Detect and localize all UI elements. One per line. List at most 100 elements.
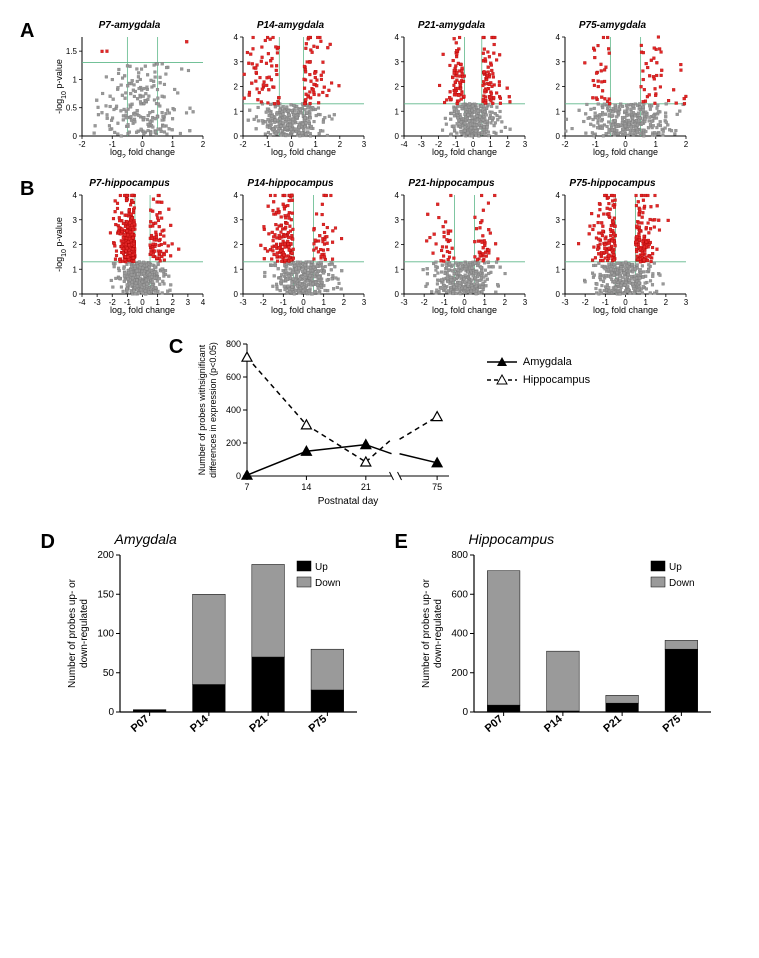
svg-text:0: 0 [556,132,561,141]
svg-text:75: 75 [432,482,442,492]
svg-text:2: 2 [395,241,400,250]
svg-text:-3: -3 [400,298,408,307]
panel-label-A: A [20,20,44,43]
svg-text:3: 3 [684,298,689,307]
svg-text:2: 2 [234,83,239,92]
svg-text:1: 1 [556,265,561,274]
svg-text:P21: P21 [601,713,624,735]
svg-text:P75: P75 [306,713,329,735]
bar-title-D: Amygdala [115,531,365,547]
volcano-title: P7-amygdala [99,20,161,31]
svg-text:0: 0 [73,132,78,141]
volcano-title: P7-hippocampus [89,178,170,189]
svg-text:log2 fold change: log2 fold change [110,305,175,316]
panel-A-row: A P7-amygdala-2-101200.511.5log2 fold ch… [20,20,739,158]
svg-text:7: 7 [244,482,249,492]
svg-text:3: 3 [523,140,528,149]
svg-text:-3: -3 [418,140,426,149]
svg-text:3: 3 [395,58,400,67]
volcano-title: P21-hippocampus [408,178,494,189]
svg-text:0: 0 [234,132,239,141]
svg-text:1.5: 1.5 [66,47,78,56]
svg-text:2: 2 [342,298,347,307]
svg-text:200: 200 [97,550,114,561]
volcano-plot: P7-hippocampus-4-3-2-10123401234log2 fol… [52,178,207,316]
volcano-row-B: P7-hippocampus-4-3-2-10123401234log2 fol… [52,178,690,316]
svg-text:200: 200 [451,668,468,679]
svg-text:-3: -3 [94,298,102,307]
svg-text:200: 200 [226,438,241,448]
panel-label-C: C [169,336,193,359]
bar-chart-E: 0200400600800P07P14P21P75Number of probe… [419,547,719,762]
panel-label-D: D [41,531,65,554]
volcano-plot: P75-hippocampus-3-2-1012301234log2 fold … [535,178,690,316]
svg-text:0: 0 [236,471,241,481]
panel-C: C 02004006008007142175Number of probes w… [20,336,739,511]
svg-text:-3: -3 [239,298,247,307]
svg-text:50: 50 [102,668,114,679]
svg-text:2: 2 [505,140,510,149]
svg-text:3: 3 [234,58,239,67]
svg-text:-3: -3 [561,298,569,307]
bar-chart-D: 050100150200P07P14P21P75Number of probes… [65,547,365,762]
svg-text:P75: P75 [660,713,683,735]
svg-text:0: 0 [108,707,114,718]
svg-text:P07: P07 [482,713,505,735]
svg-text:1: 1 [395,107,400,116]
volcano-plot: P14-amygdala-2-1012301234log2 fold chang… [213,20,368,158]
svg-text:2: 2 [73,241,78,250]
svg-text:3: 3 [556,216,561,225]
svg-text:-log10 p-value: -log10 p-value [54,217,68,272]
volcano-title: P14-hippocampus [247,178,333,189]
svg-text:3: 3 [523,298,528,307]
svg-text:400: 400 [226,405,241,415]
svg-text:4: 4 [395,33,400,42]
svg-text:0: 0 [395,290,400,299]
svg-text:-4: -4 [400,140,408,149]
legend-item-amygdala: Amygdala [487,356,590,368]
svg-text:-2: -2 [78,140,86,149]
svg-text:4: 4 [234,191,239,200]
svg-text:4: 4 [556,33,561,42]
svg-text:log2 fold change: log2 fold change [432,305,497,316]
svg-text:3: 3 [362,298,367,307]
svg-text:-2: -2 [582,298,590,307]
bar-title-E: Hippocampus [469,531,719,547]
svg-text:2: 2 [234,241,239,250]
svg-text:0: 0 [462,707,468,718]
svg-text:3: 3 [234,216,239,225]
legend-C: Amygdala Hippocampus [487,356,590,392]
svg-text:800: 800 [451,550,468,561]
volcano-title: P14-amygdala [257,20,324,31]
volcano-plot: P21-hippocampus-3-2-1012301234log2 fold … [374,178,529,316]
volcano-plot: P14-hippocampus-3-2-1012301234log2 fold … [213,178,368,316]
svg-text:1: 1 [234,265,239,274]
panels-DE-row: D Amygdala 050100150200P07P14P21P75Numbe… [20,531,739,762]
svg-text:3: 3 [362,140,367,149]
volcano-title: P21-amygdala [418,20,485,31]
svg-text:Down: Down [315,578,341,589]
legend-label: Amygdala [523,356,572,368]
svg-text:Number of probes with­signific: Number of probes with­significantdiffere… [197,342,218,478]
svg-text:14: 14 [301,482,311,492]
svg-text:-2: -2 [421,298,429,307]
svg-text:P14: P14 [188,713,211,735]
panel-D: D Amygdala 050100150200P07P14P21P75Numbe… [41,531,365,762]
svg-text:2: 2 [395,83,400,92]
svg-text:3: 3 [73,216,78,225]
svg-text:-2: -2 [239,140,247,149]
svg-text:4: 4 [73,191,78,200]
svg-text:P21: P21 [247,713,270,735]
svg-text:100: 100 [97,629,114,640]
svg-text:log2 fold change: log2 fold change [593,147,658,158]
svg-text:P07: P07 [128,713,151,735]
svg-text:log2 fold change: log2 fold change [110,147,175,158]
svg-text:4: 4 [201,298,206,307]
volcano-plot: P21-amygdala-4-3-2-1012301234log2 fold c… [374,20,529,158]
svg-text:Postnatal day: Postnatal day [318,496,379,506]
svg-text:600: 600 [226,372,241,382]
svg-text:Up: Up [315,562,328,573]
panel-label-E: E [395,531,419,554]
panel-E: E Hippocampus 0200400600800P07P14P21P75N… [395,531,719,762]
volcano-row-A: P7-amygdala-2-101200.511.5log2 fold chan… [52,20,690,158]
